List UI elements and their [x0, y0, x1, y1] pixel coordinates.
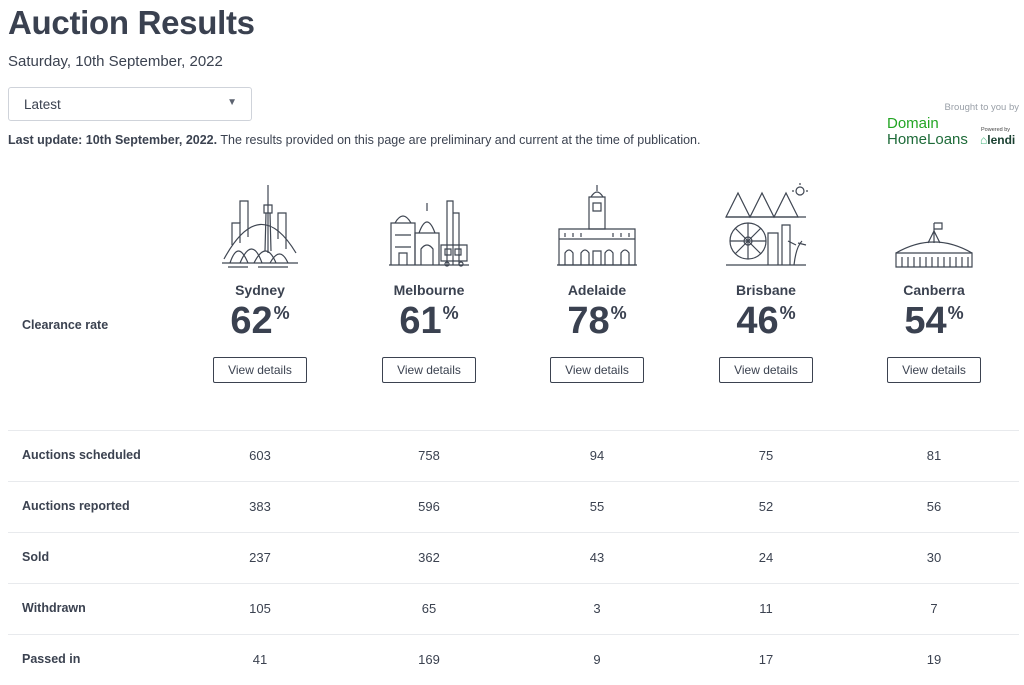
last-update-disclaimer: The results provided on this page are pr…	[217, 133, 701, 147]
lendi-logo-text: lendi	[987, 133, 1016, 147]
table-cell: 81	[926, 448, 942, 463]
sponsor-logo[interactable]: Brought to you by Domain HomeLoans Power…	[884, 102, 1024, 152]
table-cell: 30	[926, 550, 942, 565]
table-cell: 596	[418, 499, 440, 514]
table-cell: 603	[249, 448, 271, 463]
sponsor-caption: Brought to you by	[944, 102, 1019, 113]
row-label: Sold	[22, 550, 50, 564]
city-card-melbourne: Melbourne 61% View details	[345, 183, 513, 383]
period-select[interactable]: Latest ▼	[8, 87, 252, 121]
row-label: Auctions reported	[22, 499, 130, 513]
table-cell: 65	[421, 601, 437, 616]
table-cell: 11	[759, 601, 773, 616]
table-row: Passed in 41 169 9 17 19	[8, 634, 1019, 685]
clearance-rate-label: Clearance rate	[22, 318, 109, 332]
last-update-date: Last update: 10th September, 2022.	[8, 133, 218, 147]
powered-by-text: Powered by	[981, 127, 1011, 133]
table-cell: 3	[593, 601, 601, 616]
table-cell: 43	[589, 550, 605, 565]
table-cell: 7	[930, 601, 938, 616]
view-details-button-melbourne[interactable]: View details	[382, 357, 476, 383]
domain-logo-text: Domain	[887, 115, 939, 132]
canberra-skyline-icon	[850, 183, 1018, 269]
table-cell: 17	[758, 652, 774, 667]
clearance-rate-value: 54%	[904, 300, 964, 342]
table-cell: 19	[926, 652, 942, 667]
view-details-button-brisbane[interactable]: View details	[719, 357, 813, 383]
clearance-rate-value: 62%	[230, 300, 290, 342]
table-cell: 56	[926, 499, 942, 514]
clearance-rate-value: 46%	[736, 300, 796, 342]
row-label: Withdrawn	[22, 601, 86, 615]
table-cell: 41	[252, 652, 268, 667]
table-row: Withdrawn 105 65 3 11 7	[8, 583, 1019, 634]
row-label: Passed in	[22, 652, 81, 666]
caret-down-icon: ▼	[227, 97, 237, 108]
table-cell: 362	[418, 550, 440, 565]
auction-stats-table: Auctions scheduled 603 758 94 75 81 Auct…	[8, 430, 1019, 685]
brisbane-skyline-icon	[682, 183, 850, 269]
table-cell: 9	[593, 652, 601, 667]
city-card-brisbane: Brisbane 46% View details	[682, 183, 850, 383]
table-cell: 55	[589, 499, 605, 514]
city-name: Sydney	[235, 282, 285, 298]
city-name: Brisbane	[736, 282, 796, 298]
adelaide-skyline-icon	[513, 183, 681, 269]
table-cell: 75	[758, 448, 774, 463]
results-date: Saturday, 10th September, 2022	[8, 53, 223, 70]
lendi-house-icon: ⌂	[980, 133, 988, 147]
table-cell: 94	[589, 448, 605, 463]
table-cell: 237	[249, 550, 271, 565]
table-cell: 105	[249, 601, 271, 616]
period-select-value: Latest	[24, 97, 61, 112]
row-label: Auctions scheduled	[22, 448, 141, 462]
table-cell: 383	[249, 499, 271, 514]
sydney-skyline-icon	[176, 183, 344, 269]
lendi-logo: ⌂lendi	[980, 133, 1015, 147]
homeloans-logo-text: HomeLoans	[887, 131, 968, 148]
page-title: Auction Results	[8, 4, 255, 41]
table-cell: 24	[758, 550, 774, 565]
table-cell: 758	[418, 448, 440, 463]
table-cell: 52	[758, 499, 774, 514]
clearance-rate-value: 61%	[399, 300, 459, 342]
city-card-canberra: Canberra 54% View details	[850, 183, 1018, 383]
view-details-button-adelaide[interactable]: View details	[550, 357, 644, 383]
clearance-rate-value: 78%	[567, 300, 627, 342]
view-details-button-canberra[interactable]: View details	[887, 357, 981, 383]
city-card-adelaide: Adelaide 78% View details	[513, 183, 681, 383]
table-row: Auctions reported 383 596 55 52 56	[8, 481, 1019, 532]
city-name: Canberra	[903, 282, 965, 298]
view-details-button-sydney[interactable]: View details	[213, 357, 307, 383]
melbourne-skyline-icon	[345, 183, 513, 269]
city-name: Adelaide	[567, 282, 627, 298]
city-card-sydney: Sydney 62% View details	[176, 183, 344, 383]
table-cell: 169	[418, 652, 440, 667]
table-row: Sold 237 362 43 24 30	[8, 532, 1019, 583]
table-row: Auctions scheduled 603 758 94 75 81	[8, 430, 1019, 481]
city-name: Melbourne	[393, 282, 465, 298]
last-update-note: Last update: 10th September, 2022. The r…	[8, 133, 700, 147]
